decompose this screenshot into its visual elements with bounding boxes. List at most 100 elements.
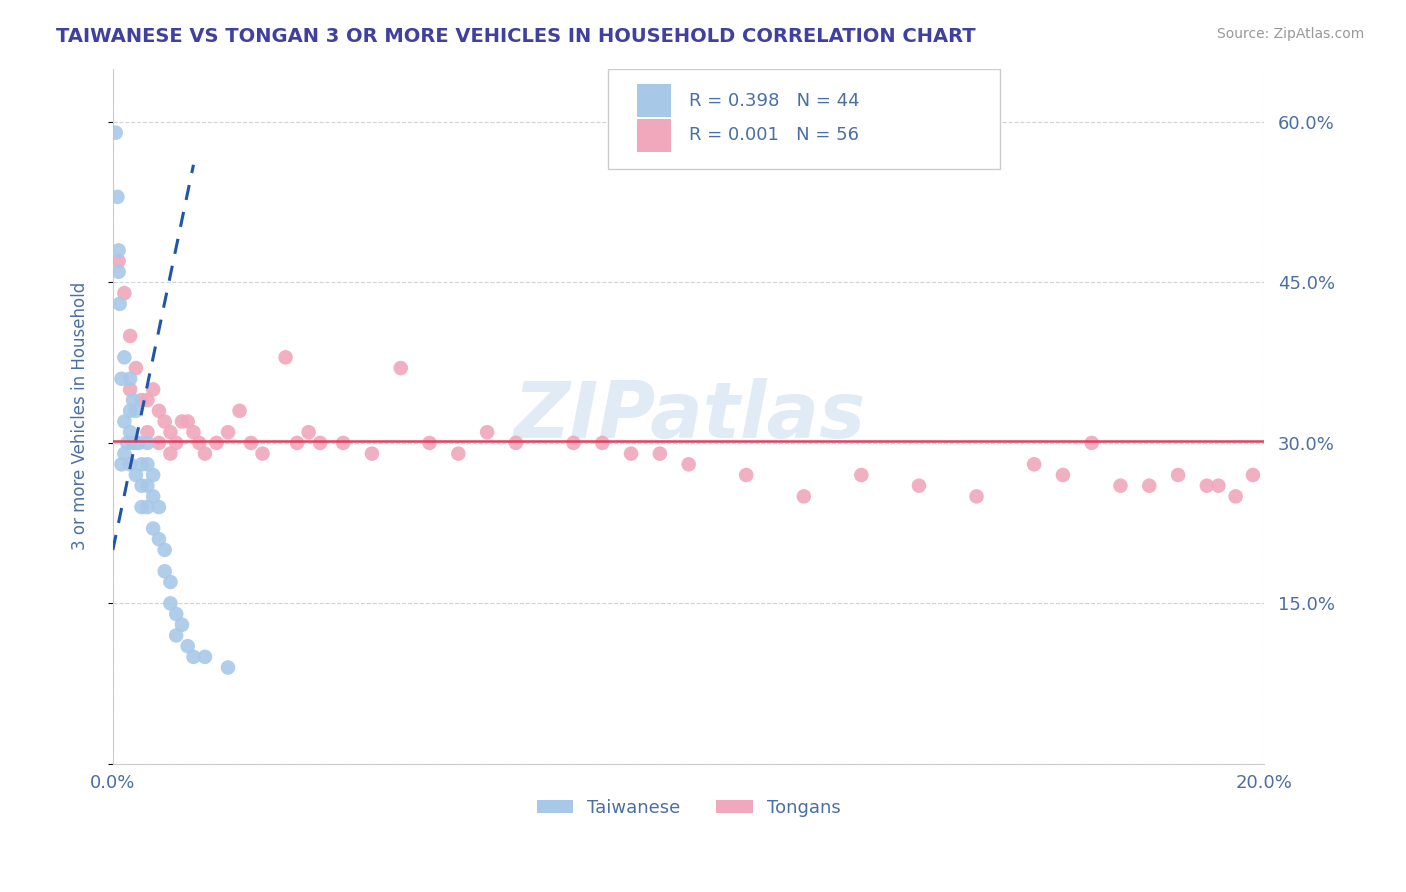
Point bbox=[309, 436, 332, 450]
Point bbox=[110, 458, 132, 472]
Point bbox=[159, 447, 181, 461]
Point bbox=[159, 425, 181, 440]
Point bbox=[194, 649, 217, 664]
Point bbox=[112, 286, 135, 301]
Point bbox=[165, 436, 187, 450]
Point bbox=[125, 436, 148, 450]
Point bbox=[591, 436, 613, 450]
Point bbox=[136, 458, 159, 472]
Point bbox=[120, 383, 142, 397]
Point bbox=[120, 329, 142, 343]
Point bbox=[122, 393, 145, 408]
Point bbox=[170, 415, 193, 429]
Point bbox=[620, 447, 643, 461]
Point bbox=[285, 436, 308, 450]
Point bbox=[793, 490, 815, 504]
Point bbox=[361, 447, 384, 461]
Point bbox=[128, 436, 150, 450]
Point bbox=[107, 244, 129, 258]
Point bbox=[908, 479, 931, 493]
Point bbox=[966, 490, 988, 504]
Point bbox=[120, 404, 142, 418]
Point bbox=[217, 425, 239, 440]
Point bbox=[1167, 468, 1189, 483]
Text: Source: ZipAtlas.com: Source: ZipAtlas.com bbox=[1216, 27, 1364, 41]
Point bbox=[228, 404, 250, 418]
Point bbox=[389, 361, 412, 376]
Point bbox=[136, 393, 159, 408]
Point bbox=[153, 415, 176, 429]
Point bbox=[217, 660, 239, 674]
Point bbox=[108, 297, 131, 311]
Point bbox=[177, 639, 200, 653]
Point bbox=[298, 425, 321, 440]
Point bbox=[153, 564, 176, 578]
Point bbox=[142, 383, 165, 397]
Point bbox=[1208, 479, 1230, 493]
Point bbox=[148, 500, 170, 514]
Point bbox=[165, 628, 187, 642]
Point bbox=[447, 447, 470, 461]
Point bbox=[1024, 458, 1046, 472]
Point bbox=[131, 393, 153, 408]
Point bbox=[148, 532, 170, 546]
Text: TAIWANESE VS TONGAN 3 OR MORE VEHICLES IN HOUSEHOLD CORRELATION CHART: TAIWANESE VS TONGAN 3 OR MORE VEHICLES I… bbox=[56, 27, 976, 45]
Point bbox=[125, 404, 148, 418]
Point bbox=[131, 500, 153, 514]
Legend: Taiwanese, Tongans: Taiwanese, Tongans bbox=[529, 792, 848, 824]
Point bbox=[112, 351, 135, 365]
Point bbox=[1052, 468, 1074, 483]
Point bbox=[562, 436, 585, 450]
Point bbox=[240, 436, 263, 450]
Point bbox=[1109, 479, 1132, 493]
Point bbox=[194, 447, 217, 461]
Point bbox=[1225, 490, 1247, 504]
Point bbox=[851, 468, 873, 483]
Point bbox=[110, 372, 132, 386]
Point bbox=[142, 521, 165, 535]
Point bbox=[148, 404, 170, 418]
Point bbox=[170, 617, 193, 632]
Point bbox=[252, 447, 274, 461]
Point bbox=[735, 468, 758, 483]
Point bbox=[107, 190, 129, 204]
Point bbox=[107, 254, 129, 268]
Point bbox=[1195, 479, 1218, 493]
Point bbox=[475, 425, 498, 440]
Point bbox=[142, 490, 165, 504]
Point bbox=[112, 415, 135, 429]
Point bbox=[648, 447, 671, 461]
Point bbox=[159, 574, 181, 589]
Text: ZIPatlas: ZIPatlas bbox=[513, 378, 865, 454]
Point bbox=[131, 479, 153, 493]
Point bbox=[332, 436, 354, 450]
Point bbox=[142, 468, 165, 483]
Point bbox=[125, 361, 148, 376]
Point bbox=[205, 436, 228, 450]
Point bbox=[136, 425, 159, 440]
Text: R = 0.001   N = 56: R = 0.001 N = 56 bbox=[689, 127, 859, 145]
Point bbox=[120, 425, 142, 440]
Point bbox=[120, 372, 142, 386]
Point bbox=[148, 436, 170, 450]
Point bbox=[159, 596, 181, 610]
FancyBboxPatch shape bbox=[637, 84, 672, 117]
Point bbox=[122, 436, 145, 450]
Point bbox=[274, 351, 297, 365]
Point bbox=[165, 607, 187, 621]
FancyBboxPatch shape bbox=[637, 119, 672, 152]
Point bbox=[1137, 479, 1160, 493]
Point bbox=[188, 436, 211, 450]
Point bbox=[153, 542, 176, 557]
Point bbox=[183, 649, 205, 664]
Point bbox=[104, 126, 127, 140]
Point bbox=[112, 447, 135, 461]
Point bbox=[1241, 468, 1264, 483]
Text: R = 0.398   N = 44: R = 0.398 N = 44 bbox=[689, 92, 859, 110]
Point bbox=[1080, 436, 1102, 450]
Point bbox=[177, 415, 200, 429]
Point bbox=[419, 436, 441, 450]
Point bbox=[131, 458, 153, 472]
Point bbox=[120, 458, 142, 472]
FancyBboxPatch shape bbox=[607, 69, 1000, 169]
